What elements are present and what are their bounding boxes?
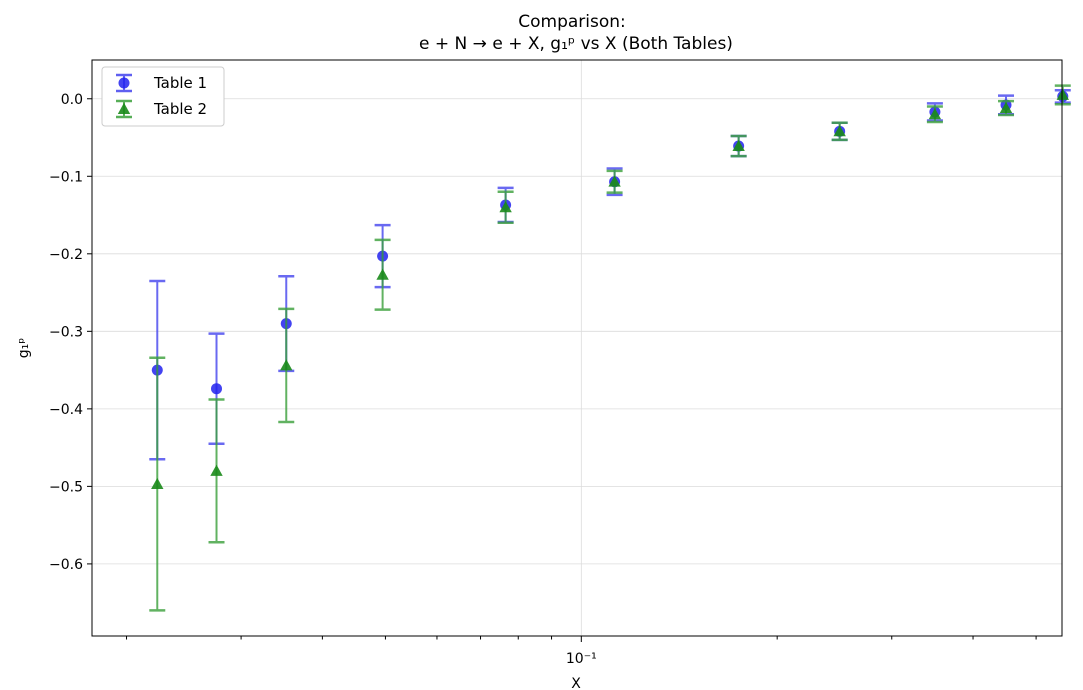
y-tick-label: −0.4 xyxy=(49,402,83,418)
y-tick-label: −0.1 xyxy=(49,169,83,185)
table2-point xyxy=(999,101,1013,114)
legend-box xyxy=(101,66,225,127)
axes: 0.0 −0.1 −0.2 −0.3 −0.4 −0.5 −0.6 10⁻¹ xyxy=(49,92,1037,667)
table2-point xyxy=(210,464,223,476)
x-tick-label: 10⁻¹ xyxy=(566,651,597,667)
plot-frame xyxy=(91,59,1063,637)
table2-point xyxy=(608,175,621,187)
table2-point xyxy=(928,108,942,120)
legend-circle-marker xyxy=(118,77,130,89)
chart-subtitle: e + N → e + X, g₁ᵖ vs X (Both Tables) xyxy=(419,34,733,54)
table2-point xyxy=(151,477,164,490)
plot-area xyxy=(149,84,1071,612)
legend-label: Table 2 xyxy=(153,100,207,118)
y-tick-label: −0.5 xyxy=(49,479,83,495)
y-tick-label: 0.0 xyxy=(61,92,83,108)
table2-point xyxy=(1056,88,1069,100)
table1-point xyxy=(211,383,223,395)
legend-triangle-marker xyxy=(117,102,131,114)
y-tick-label: −0.2 xyxy=(49,247,83,263)
y-tick-label: −0.6 xyxy=(49,557,83,573)
legend: Table 1 Table 2 xyxy=(101,66,225,127)
table2-point xyxy=(732,139,745,152)
table2-point xyxy=(833,125,846,137)
x-axis-label: X xyxy=(571,676,581,690)
table2-point xyxy=(280,359,293,371)
grid-lines xyxy=(92,60,1062,636)
table2-point xyxy=(376,268,389,280)
y-tick-label: −0.3 xyxy=(49,324,83,340)
legend-label: Table 1 xyxy=(153,74,207,92)
table2-point xyxy=(499,201,512,213)
chart-title: Comparison: xyxy=(518,12,626,32)
y-axis-label: g₁ᵖ xyxy=(16,338,32,359)
